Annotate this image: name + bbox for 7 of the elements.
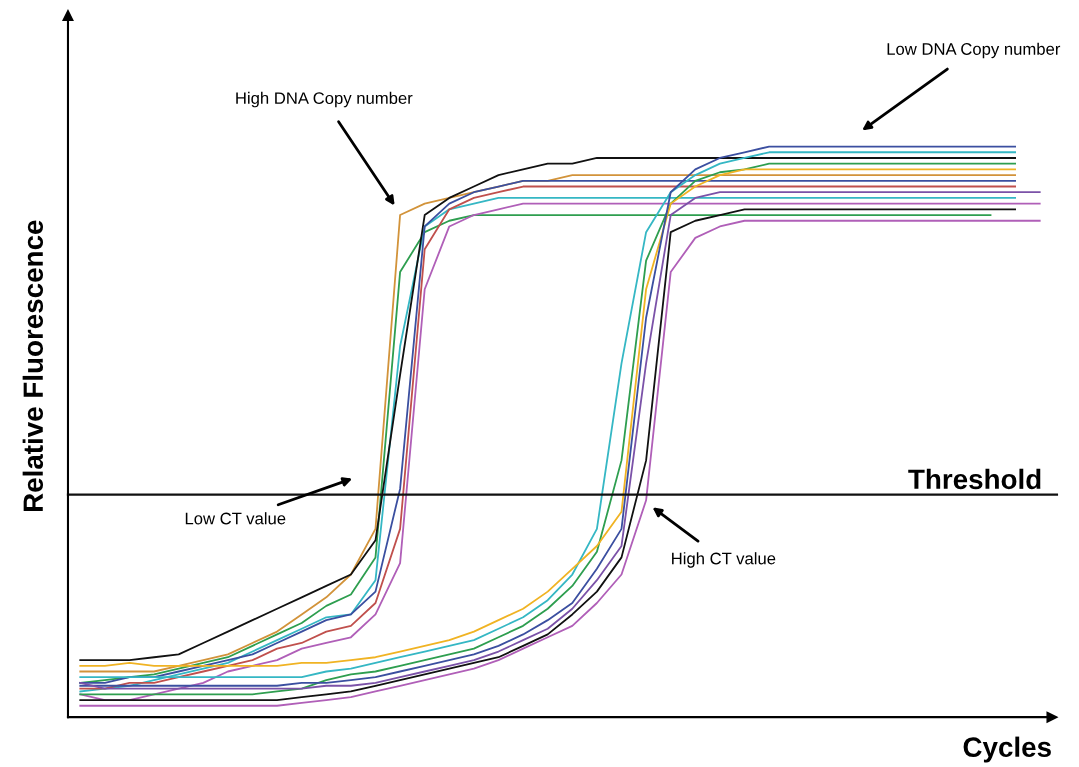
ref-line-label: Threshold	[908, 468, 1041, 490]
x-axis-title: Cycles	[963, 736, 1051, 763]
annotation: Low CT value	[185, 512, 286, 525]
y-axis-title: Relative Fluorescence	[22, 220, 44, 512]
text: Low DNA Copy number	[887, 42, 1061, 59]
text: High DNA Copy number	[236, 91, 413, 108]
annotation: High CT value	[672, 552, 776, 568]
